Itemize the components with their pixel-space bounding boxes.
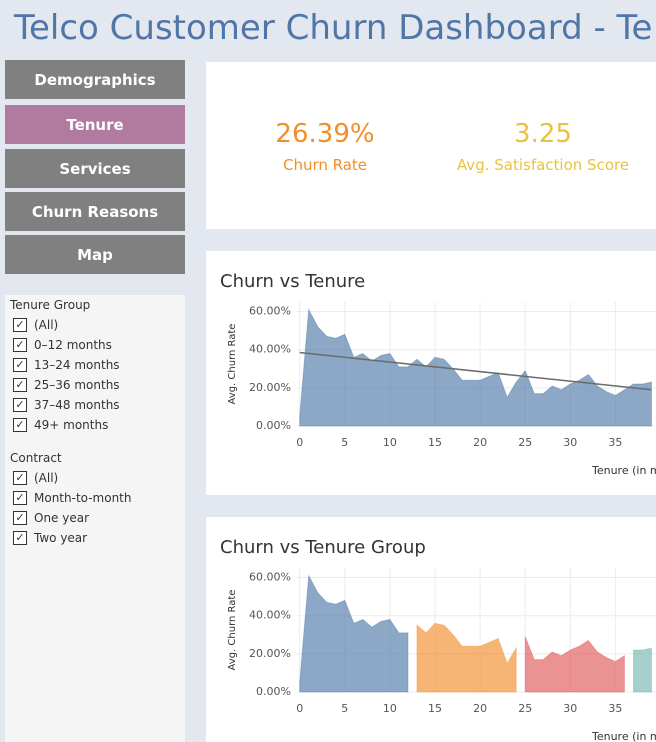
x-tick-label: 15 (428, 436, 442, 449)
dashboard-title: Telco Customer Churn Dashboard - Te (14, 8, 653, 48)
x-tick-label: 5 (341, 702, 348, 715)
y-tick-label: 0.00% (256, 419, 291, 432)
checkbox[interactable]: ✓ (13, 531, 27, 545)
filter-option[interactable]: ✓ (All) (5, 468, 185, 488)
x-tick-label: 5 (341, 436, 348, 449)
x-tick-label: 0 (296, 702, 303, 715)
kpi-label: Avg. Satisfaction Score (456, 156, 630, 174)
area (299, 307, 652, 427)
filter-title: Tenure Group (10, 298, 91, 312)
kpi-panel: 26.39% Churn Rate 3.25 Avg. Satisfaction Sc… (206, 62, 656, 229)
y-tick-label: 20.00% (249, 381, 291, 394)
area (632, 647, 652, 693)
filter-title: Contract (10, 451, 62, 465)
x-tick-label: 35 (608, 436, 622, 449)
option-label: (All) (34, 471, 59, 485)
y-axis-label: Avg. Churn Rate (227, 590, 238, 671)
y-tick-label: 60.00% (249, 305, 291, 318)
x-tick-label: 35 (608, 702, 622, 715)
nav-button[interactable]: Churn Reasons (5, 192, 185, 231)
option-label: Two year (34, 531, 88, 545)
area (416, 622, 517, 693)
area (299, 573, 409, 693)
x-axis-label: Tenure (in m (591, 464, 656, 477)
x-tick-label: 10 (383, 436, 397, 449)
kpi-value: 26.39% (275, 119, 375, 149)
filter-option[interactable]: ✓ One year (5, 508, 185, 528)
checkbox[interactable]: ✓ (13, 471, 27, 485)
y-axis-label: Avg. Churn Rate (227, 324, 238, 405)
y-tick-label: 20.00% (249, 647, 291, 660)
x-tick-label: 25 (518, 436, 532, 449)
x-tick-label: 30 (563, 436, 577, 449)
x-tick-label: 30 (563, 702, 577, 715)
chart-title: Churn vs Tenure (220, 271, 365, 292)
option-label: 0–12 months (34, 338, 112, 352)
checkbox[interactable]: ✓ (13, 378, 27, 392)
area (524, 636, 625, 693)
filter-option[interactable]: ✓ 25–36 months (5, 375, 185, 395)
y-tick-label: 0.00% (256, 685, 291, 698)
kpi-value: 3.25 (514, 119, 572, 149)
nav-button[interactable]: Map (5, 235, 185, 274)
x-tick-label: 15 (428, 702, 442, 715)
filter-panel: Tenure Group ✓ (All) ✓ 0–12 months ✓ 13–24 mon… (5, 295, 185, 742)
option-label: 25–36 months (34, 378, 120, 392)
filter-option[interactable]: ✓ Two year (5, 528, 185, 548)
chart-title: Churn vs Tenure Group (220, 537, 426, 558)
option-label: 37–48 months (34, 398, 120, 412)
x-tick-label: 0 (296, 436, 303, 449)
nav-button[interactable]: Demographics (5, 60, 185, 99)
filter-option[interactable]: ✓ Month-to-month (5, 488, 185, 508)
option-label: 13–24 months (34, 358, 120, 372)
checkbox[interactable]: ✓ (13, 491, 27, 505)
option-label: One year (34, 511, 90, 525)
option-label: Month-to-month (34, 491, 132, 505)
y-tick-label: 60.00% (249, 571, 291, 584)
checkbox[interactable]: ✓ (13, 358, 27, 372)
checkbox[interactable]: ✓ (13, 318, 27, 332)
checkbox[interactable]: ✓ (13, 338, 27, 352)
option-label: 49+ months (34, 418, 109, 432)
y-tick-label: 40.00% (249, 609, 291, 622)
filter-option[interactable]: ✓ 0–12 months (5, 335, 185, 355)
option-label: (All) (34, 318, 59, 332)
checkbox[interactable]: ✓ (13, 418, 27, 432)
filter-option[interactable]: ✓ 37–48 months (5, 395, 185, 415)
x-axis-label: Tenure (in m (591, 730, 656, 742)
x-tick-label: 20 (473, 436, 487, 449)
checkbox[interactable]: ✓ (13, 398, 27, 412)
y-tick-label: 40.00% (249, 343, 291, 356)
nav-button[interactable]: Tenure (5, 105, 185, 144)
kpi-label: Churn Rate (282, 156, 368, 174)
x-tick-label: 10 (383, 702, 397, 715)
trend-line (299, 351, 652, 391)
nav-button[interactable]: Services (5, 149, 185, 188)
filter-option[interactable]: ✓ (All) (5, 315, 185, 335)
x-tick-label: 25 (518, 702, 532, 715)
x-tick-label: 20 (473, 702, 487, 715)
checkbox[interactable]: ✓ (13, 511, 27, 525)
filter-option[interactable]: ✓ 13–24 months (5, 355, 185, 375)
filter-option[interactable]: ✓ 49+ months (5, 415, 185, 435)
